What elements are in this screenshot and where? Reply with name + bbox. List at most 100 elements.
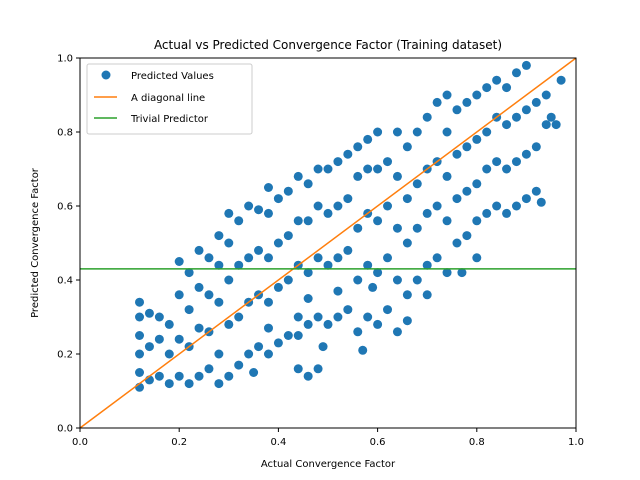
data-point [368, 282, 378, 292]
data-point [536, 197, 546, 207]
data-point [273, 282, 283, 292]
data-point [263, 297, 273, 307]
legend-box [86, 63, 253, 135]
scatter-points [135, 60, 566, 392]
data-point [358, 345, 368, 355]
data-point [273, 194, 283, 204]
data-point [214, 379, 224, 389]
data-point [343, 305, 353, 315]
data-point [283, 275, 293, 285]
data-point [144, 308, 154, 318]
data-point [234, 360, 244, 370]
data-point [174, 371, 184, 381]
data-point [363, 134, 373, 144]
data-point [204, 253, 214, 263]
data-point [333, 253, 343, 263]
data-point [333, 201, 343, 211]
data-point [194, 245, 204, 255]
data-point [333, 312, 343, 322]
data-point [383, 157, 393, 167]
data-point [502, 120, 512, 130]
data-point [244, 201, 254, 211]
data-point [472, 179, 482, 189]
data-point [303, 268, 313, 278]
data-point [457, 268, 467, 278]
data-point [432, 201, 442, 211]
data-point [432, 253, 442, 263]
data-point [194, 371, 204, 381]
data-point [333, 286, 343, 296]
data-point [154, 371, 164, 381]
data-point [343, 149, 353, 159]
y-tick-label: 0.0 [57, 424, 73, 435]
x-axis-ticks: 0.0 0.2 0.4 0.6 0.8 1.0 [72, 428, 584, 448]
data-point [293, 216, 303, 226]
y-tick-label: 0.2 [57, 350, 73, 361]
data-point [164, 319, 174, 329]
data-point [521, 149, 531, 159]
data-point [293, 331, 303, 340]
data-point [353, 142, 363, 152]
data-point [373, 127, 383, 137]
x-tick-label: 0.4 [270, 437, 286, 448]
data-point [224, 208, 234, 218]
data-point [422, 290, 432, 300]
data-point [184, 305, 194, 315]
data-point [164, 349, 174, 359]
data-point [293, 312, 303, 322]
data-point [363, 260, 373, 270]
data-point [323, 164, 333, 174]
data-point [135, 312, 145, 322]
data-point [472, 216, 482, 226]
data-point [303, 216, 313, 226]
data-point [353, 223, 363, 233]
data-point [373, 319, 383, 329]
data-point [194, 323, 204, 333]
data-point [511, 112, 521, 122]
data-point [333, 157, 343, 167]
data-point [293, 171, 303, 181]
data-point [323, 319, 333, 329]
data-point [502, 208, 512, 218]
data-point [244, 349, 254, 359]
data-point [452, 238, 462, 248]
data-point [303, 371, 313, 381]
data-point [135, 331, 145, 340]
data-point [313, 364, 323, 374]
data-point [402, 142, 412, 152]
legend-label-predicted-values: Predicted Values [131, 71, 214, 82]
data-point [234, 216, 244, 226]
data-point [521, 105, 531, 115]
data-point [234, 312, 244, 322]
data-point [204, 364, 214, 374]
data-point [303, 319, 313, 329]
data-point [452, 149, 462, 159]
data-point [214, 297, 224, 307]
data-point [194, 282, 204, 292]
y-tick-label: 1.0 [57, 54, 73, 65]
data-point [383, 201, 393, 211]
chart-title: Actual vs Predicted Convergence Factor (… [154, 38, 502, 52]
data-point [214, 349, 224, 359]
data-point [244, 253, 254, 263]
data-point [184, 268, 194, 278]
data-point [402, 238, 412, 248]
data-point [402, 194, 412, 204]
legend-marker-predicted-values [101, 70, 111, 80]
data-point [273, 338, 283, 348]
data-point [263, 208, 273, 218]
data-point [224, 238, 234, 248]
data-point [154, 312, 164, 322]
x-tick-label: 0.6 [370, 437, 386, 448]
data-point [511, 157, 521, 167]
data-point [343, 194, 353, 204]
data-point [154, 334, 164, 344]
x-axis-label: Actual Convergence Factor [261, 459, 396, 470]
plot-frame [79, 57, 577, 429]
data-point [402, 316, 412, 326]
data-point [462, 186, 472, 196]
data-point [254, 205, 264, 215]
data-point [511, 68, 521, 78]
data-point [432, 97, 442, 107]
y-tick-label: 0.8 [57, 128, 73, 139]
